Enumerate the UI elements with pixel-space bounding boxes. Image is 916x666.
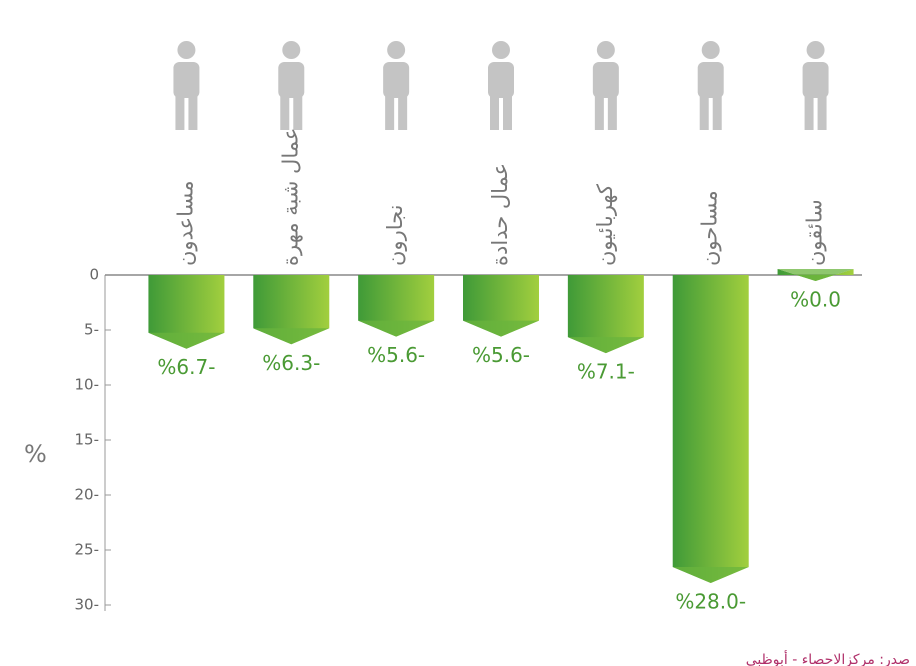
worker-icon [488, 62, 514, 98]
value-label: %7.1- [577, 360, 635, 384]
y-tick-label: 20- [75, 486, 100, 504]
worker-icon [592, 62, 619, 98]
x-tick-label: نجارون [383, 204, 407, 266]
value-label: %6.3- [262, 351, 320, 375]
bar [567, 275, 644, 354]
value-label: %6.7- [157, 355, 215, 379]
worker-icon [806, 41, 825, 59]
x-tick-label: عمال حدادة [488, 163, 512, 266]
worker-icon [804, 96, 814, 130]
y-tick-label: 10- [75, 376, 100, 394]
value-label: %28.0- [675, 590, 746, 614]
bar [777, 269, 854, 281]
value-label: %0.0 [790, 288, 841, 312]
worker-icon [492, 41, 510, 59]
worker-icon [817, 96, 827, 130]
worker-icon [173, 62, 200, 98]
worker-icon [802, 62, 829, 98]
x-tick-label: كهربائيون [593, 184, 617, 266]
bar [672, 275, 749, 583]
worker-icon [188, 96, 198, 130]
worker-icon [387, 41, 406, 59]
worker-icon [282, 41, 301, 59]
worker-icon [697, 62, 724, 98]
bar [463, 275, 539, 337]
x-tick-label: سائقون [803, 199, 827, 266]
y-tick-label: 15- [75, 431, 100, 449]
worker-icon [280, 96, 290, 130]
worker-icon [175, 96, 185, 130]
x-tick-label: مساعدون [173, 181, 197, 267]
bar [358, 275, 435, 337]
x-tick-label: عمال شبة مهرة [278, 128, 302, 266]
x-tick-label: مساحون [698, 190, 722, 266]
worker-icon [293, 96, 303, 130]
worker-icon [383, 62, 410, 98]
worker-icon [596, 41, 615, 59]
bar [253, 275, 330, 345]
y-tick-label: 0 [89, 266, 99, 284]
bar [148, 275, 225, 349]
worker-icon [385, 96, 395, 130]
worker-icon [699, 96, 709, 130]
worker-icon [490, 96, 499, 130]
value-label: %5.6- [367, 343, 425, 367]
worker-icon [398, 96, 408, 130]
worker-icon [177, 41, 196, 59]
y-axis-label: % [24, 440, 47, 468]
worker-icon [701, 41, 720, 59]
worker-icon [607, 96, 617, 130]
worker-icon [503, 96, 512, 130]
y-tick-label: 25- [75, 541, 100, 559]
worker-icon [594, 96, 604, 130]
worker-icon [278, 62, 305, 98]
y-tick-label: 30- [75, 596, 100, 614]
worker-icon [712, 96, 722, 130]
source: صدر: مركزالاحصاء - أبوظبي [746, 650, 910, 666]
value-label: %5.6- [472, 343, 530, 367]
y-tick-label: 5- [84, 321, 99, 339]
